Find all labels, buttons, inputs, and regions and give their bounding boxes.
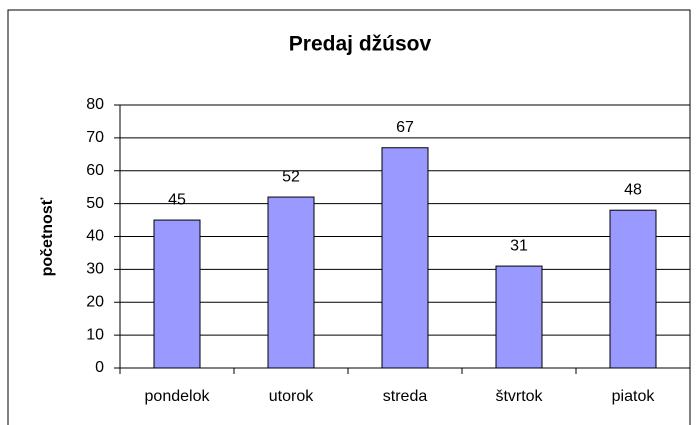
y-tick-label: 0 [95, 359, 104, 376]
bar [609, 209, 657, 369]
y-tick-label: 40 [86, 228, 104, 245]
y-tick-label: 80 [86, 96, 104, 113]
chart-frame [7, 9, 691, 425]
bar [381, 147, 429, 369]
x-tick-label: pondelok [145, 388, 211, 405]
y-tick-label: 70 [86, 129, 104, 146]
bar [495, 265, 543, 369]
x-tick-label: utorok [269, 388, 314, 405]
y-tick-label: 10 [86, 326, 104, 343]
data-label: 31 [510, 237, 528, 254]
y-axis-label: početnosť [39, 197, 56, 276]
y-tick-label: 20 [86, 293, 104, 310]
bar [267, 196, 315, 369]
x-tick-label: štvrtok [495, 388, 543, 405]
bar [153, 219, 201, 369]
data-label: 67 [396, 119, 414, 136]
y-tick-label: 50 [86, 195, 104, 212]
data-label: 52 [282, 168, 300, 185]
y-tick-label: 60 [86, 162, 104, 179]
x-tick-label: piatok [612, 388, 656, 405]
data-label: 48 [624, 181, 642, 198]
y-tick-label: 30 [86, 261, 104, 278]
chart-title: Predaj džúsov [289, 33, 432, 56]
data-label: 45 [168, 191, 186, 208]
x-tick-label: streda [383, 388, 428, 405]
